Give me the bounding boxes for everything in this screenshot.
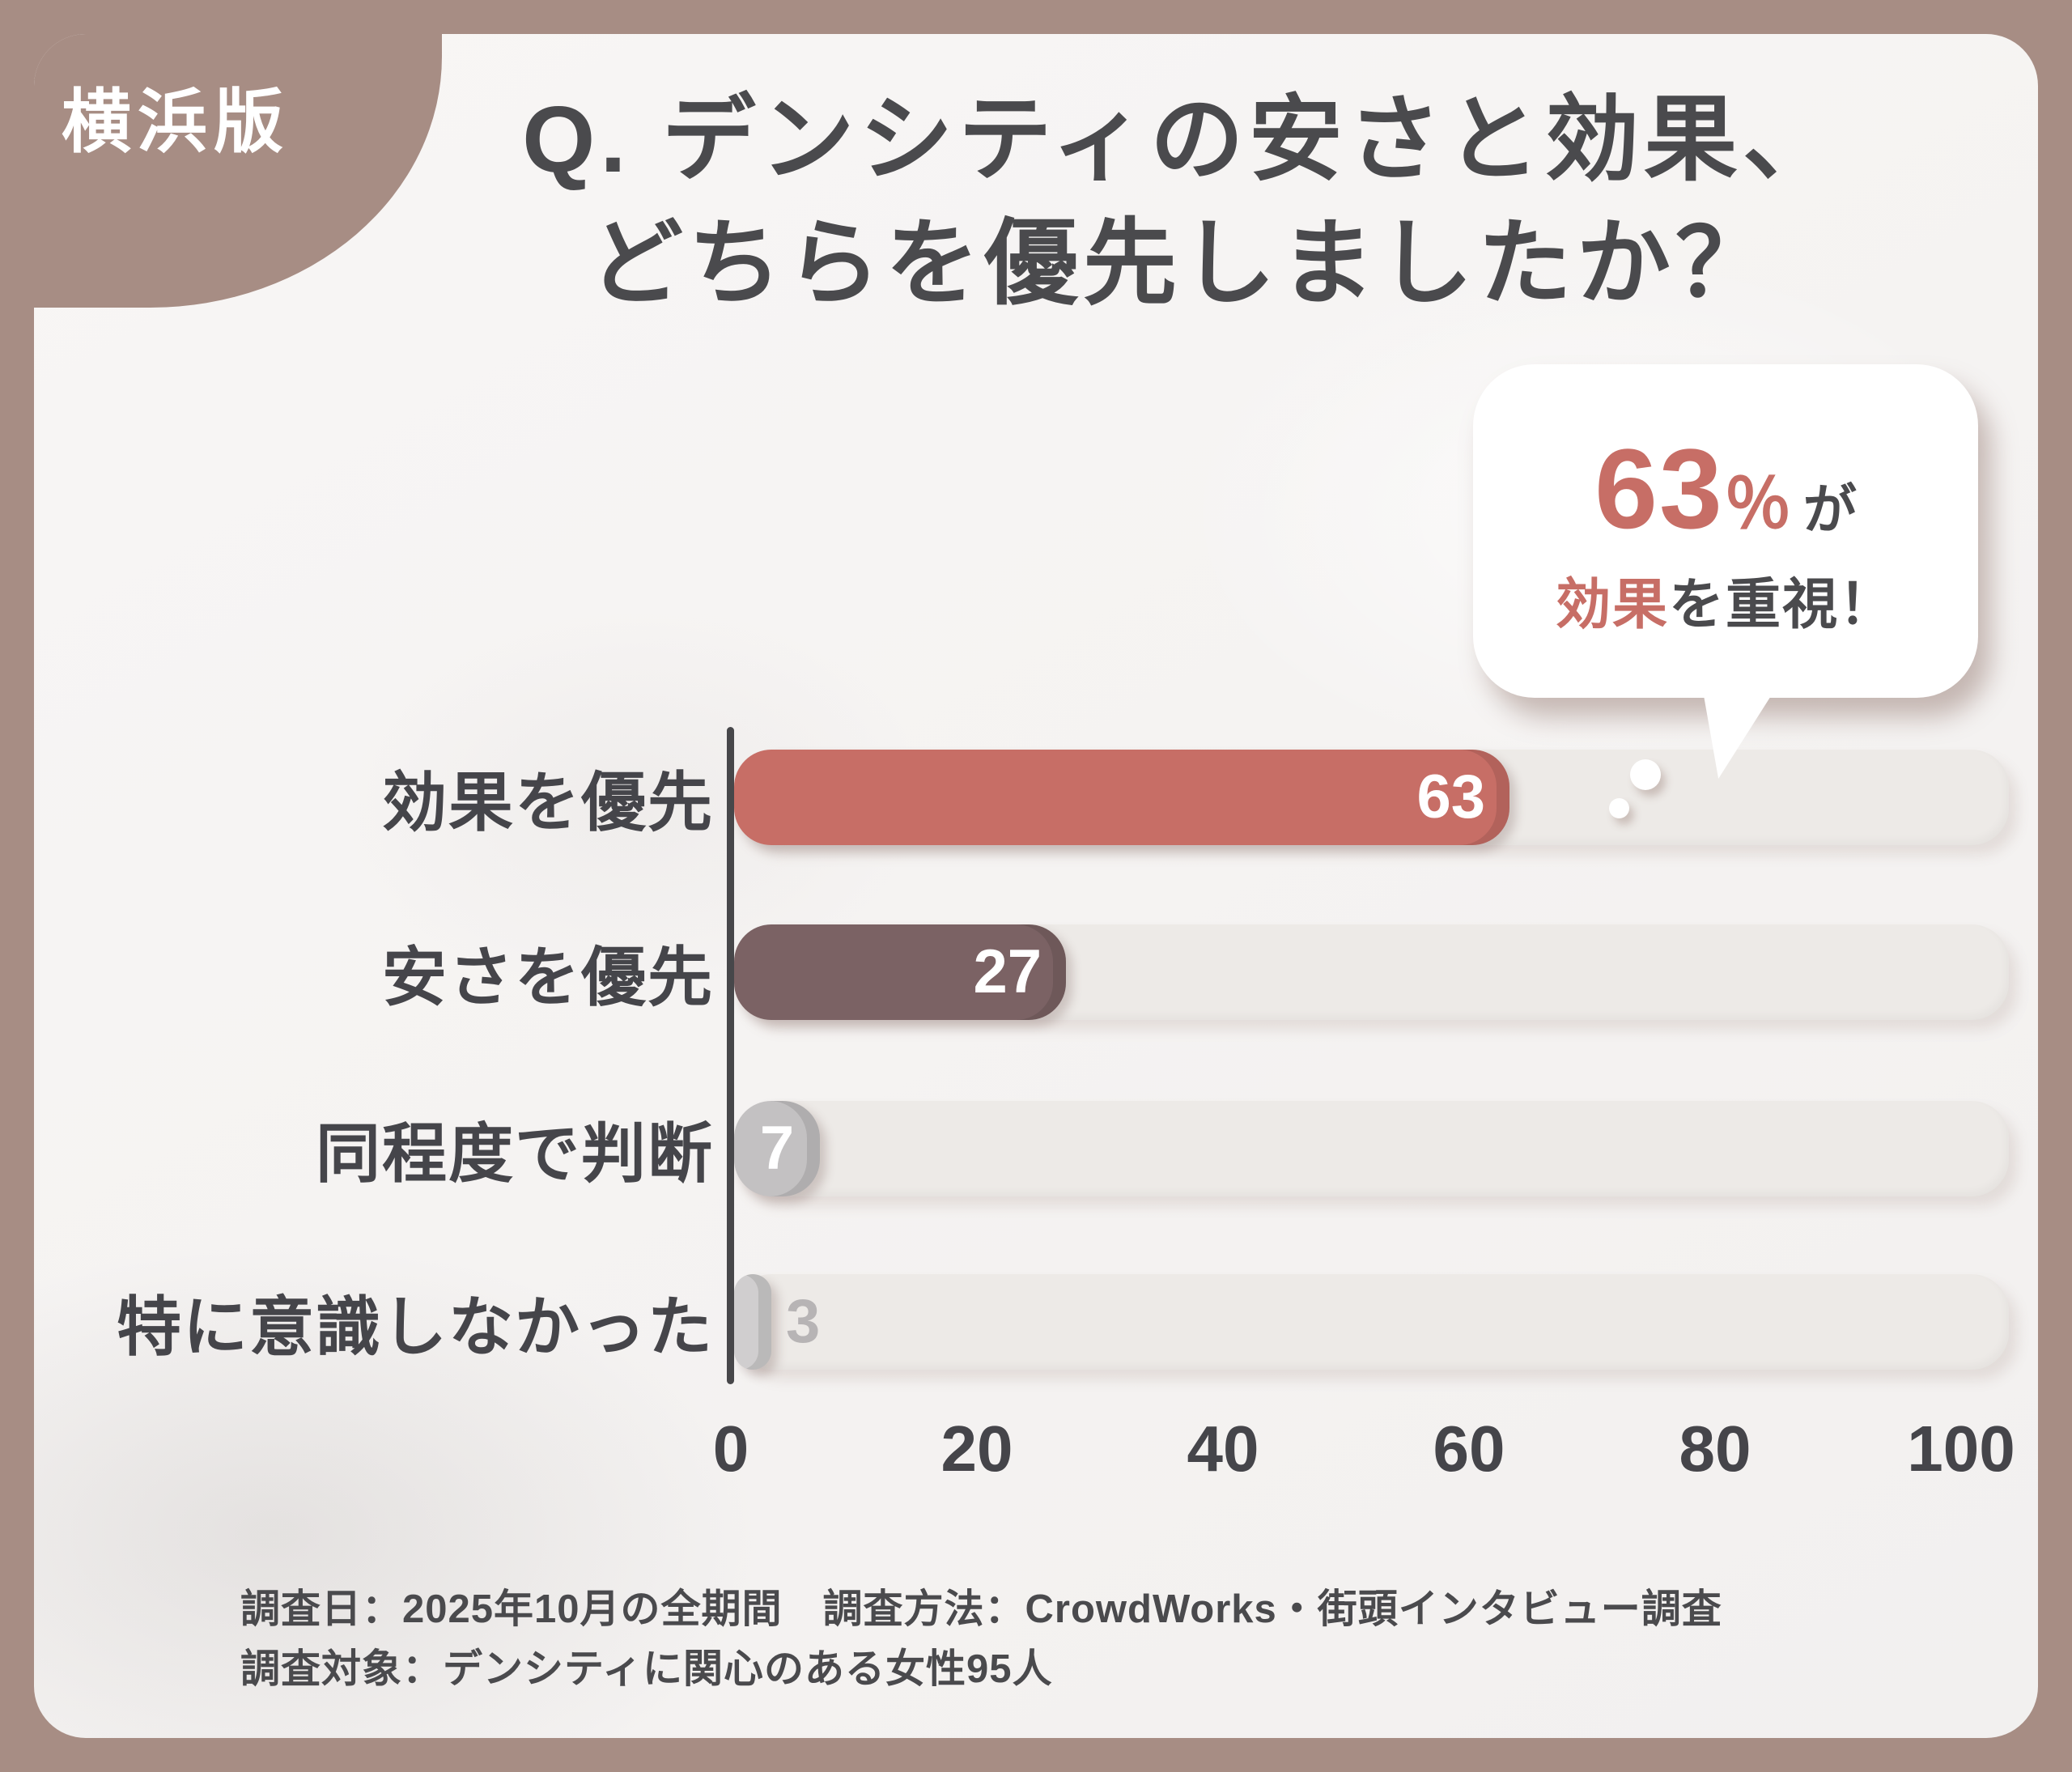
- bar-track: 63: [734, 750, 2009, 845]
- chart-row: 効果を優先 63: [34, 750, 2009, 845]
- callout-suffix: が: [1802, 478, 1857, 539]
- x-tick-label: 100: [1907, 1413, 2015, 1485]
- bar: 3: [734, 1274, 820, 1370]
- chart-row: 同程度で判断 7: [34, 1101, 2009, 1196]
- survey-note-line1: 調査日：2025年10月の全期間 調査方法：CrowdWorks・街頭インタビュ…: [240, 1587, 1722, 1631]
- category-label: 効果を優先: [382, 767, 714, 839]
- speech-bubble-dot-large: [1630, 759, 1661, 790]
- x-tick-label: 0: [712, 1413, 749, 1485]
- category-label: 特に意識しなかった: [117, 1291, 714, 1363]
- question-title: Q. デンシティの安さと効果、 どちらを優先しましたか？: [342, 78, 2022, 325]
- callout-line1: 63 ％ が: [1594, 423, 1857, 555]
- bar-value-label: 3: [786, 1287, 821, 1356]
- bar-track: 7: [734, 1101, 2009, 1196]
- category-label: 安さを優先: [382, 941, 714, 1013]
- bar-value-label: 7: [759, 1114, 795, 1183]
- x-tick-label: 80: [1679, 1413, 1751, 1485]
- callout-speech-bubble: 63 ％ が 効果を重視！: [1473, 364, 1978, 698]
- bar-value-label: 63: [1416, 763, 1485, 831]
- content-card: 横浜版 Q. デンシティの安さと効果、 どちらを優先しましたか？ 63 ％ が …: [34, 34, 2038, 1738]
- y-axis-line: [727, 727, 734, 1384]
- category-label: 同程度で判断: [316, 1118, 714, 1190]
- bar: 63: [734, 750, 1509, 845]
- x-tick-label: 40: [1187, 1413, 1259, 1485]
- question-title-line2: どちらを優先しましたか？: [589, 210, 1774, 317]
- chart-row: 特に意識しなかった 3: [34, 1274, 2009, 1370]
- bar: 7: [734, 1101, 820, 1196]
- bar: 27: [734, 924, 1066, 1020]
- x-tick-label: 20: [940, 1413, 1013, 1485]
- speech-bubble-dot-small: [1609, 798, 1629, 818]
- bar-value-label: 27: [973, 937, 1042, 1006]
- x-tick-label: 60: [1433, 1413, 1505, 1485]
- chart-row: 安さを優先 27: [34, 924, 2009, 1020]
- survey-note-line2: 調査対象：デンシティに関心のある女性95人: [240, 1647, 1053, 1691]
- bar-track: 3: [734, 1274, 2009, 1370]
- bar-track: 27: [734, 924, 2009, 1020]
- callout-percent-number: 63: [1594, 424, 1724, 552]
- callout-rest: を重視！: [1669, 573, 1896, 635]
- survey-note: 調査日：2025年10月の全期間 調査方法：CrowdWorks・街頭インタビュ…: [240, 1580, 1722, 1699]
- edition-badge: 横浜版: [62, 83, 290, 161]
- question-title-line1: Q. デンシティの安さと効果、: [522, 87, 1841, 192]
- callout-highlight: 効果: [1555, 573, 1669, 635]
- callout-line2: 効果を重視！: [1556, 559, 1896, 640]
- callout-percent-unit: ％: [1723, 465, 1792, 542]
